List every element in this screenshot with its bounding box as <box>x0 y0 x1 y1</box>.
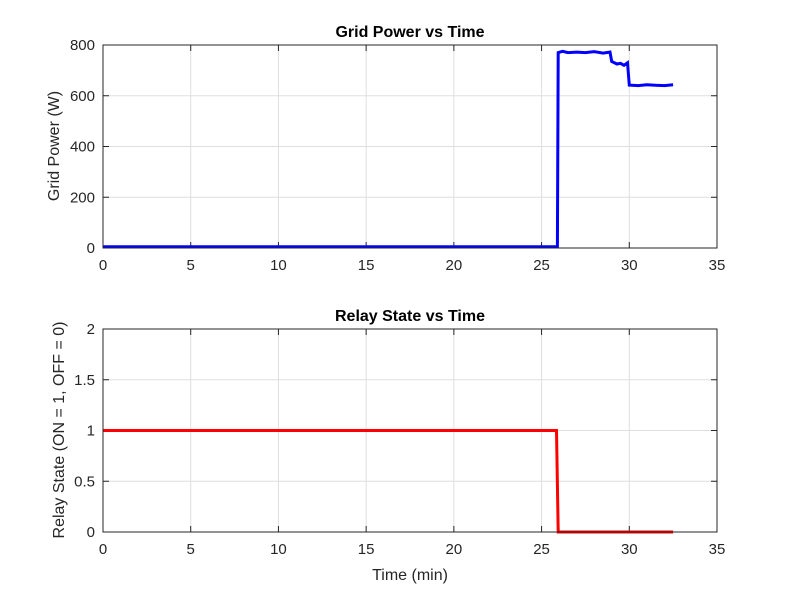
series-line-0 <box>103 49 674 249</box>
x-tick-label: 0 <box>99 257 107 274</box>
chart-title: Relay State vs Time <box>335 308 485 325</box>
chart-title: Grid Power vs Time <box>335 24 484 41</box>
y-tick-label: 200 <box>70 189 95 206</box>
axes-frame <box>102 328 718 533</box>
x-tick-label: 20 <box>446 257 463 274</box>
y-axis-label: Grid Power (W) <box>46 91 63 201</box>
y-tick-label: 0.5 <box>74 473 95 490</box>
y-tick-label: 2 <box>87 321 95 338</box>
x-tick-label: 10 <box>270 257 287 274</box>
y-axis-label: Relay State (ON = 1, OFF = 0) <box>51 322 68 539</box>
x-tick-label: 5 <box>187 541 195 558</box>
x-tick-label: 0 <box>99 541 107 558</box>
y-tick-label: 800 <box>70 37 95 54</box>
y-tick-label: 1 <box>87 423 95 440</box>
x-tick-label: 5 <box>187 257 195 274</box>
x-tick-label: 15 <box>358 541 375 558</box>
y-tick-label: 600 <box>70 88 95 105</box>
tick-labels: 0 5 10 15 20 25 30 35 0 0.5 1 1.5 2 <box>74 321 725 558</box>
x-tick-label: 35 <box>709 257 726 274</box>
y-tick-label: 1.5 <box>74 372 95 389</box>
x-axis-label: Time (min) <box>372 567 448 584</box>
x-tick-label: 30 <box>621 541 638 558</box>
y-tick-label: 0 <box>87 240 95 257</box>
subplot-grid-power: 0 5 10 15 20 25 30 35 0 200 400 600 800 Grid Power v… <box>46 24 725 274</box>
x-tick-label: 20 <box>446 541 463 558</box>
y-tick-label: 400 <box>70 139 95 156</box>
x-tick-label: 10 <box>270 541 287 558</box>
x-tick-label: 15 <box>358 257 375 274</box>
x-tick-label: 30 <box>621 257 638 274</box>
x-tick-label: 25 <box>533 257 550 274</box>
subplot-relay-state: 0 5 10 15 20 25 30 35 0 0.5 1 1.5 2 Relay State vs T… <box>51 308 725 584</box>
y-tick-label: 0 <box>87 524 95 541</box>
x-tick-label: 35 <box>709 541 726 558</box>
series-lines <box>103 49 674 249</box>
axes-frame <box>102 44 718 249</box>
tick-labels: 0 5 10 15 20 25 30 35 0 200 400 600 800 <box>70 37 725 274</box>
x-tick-label: 25 <box>533 541 550 558</box>
